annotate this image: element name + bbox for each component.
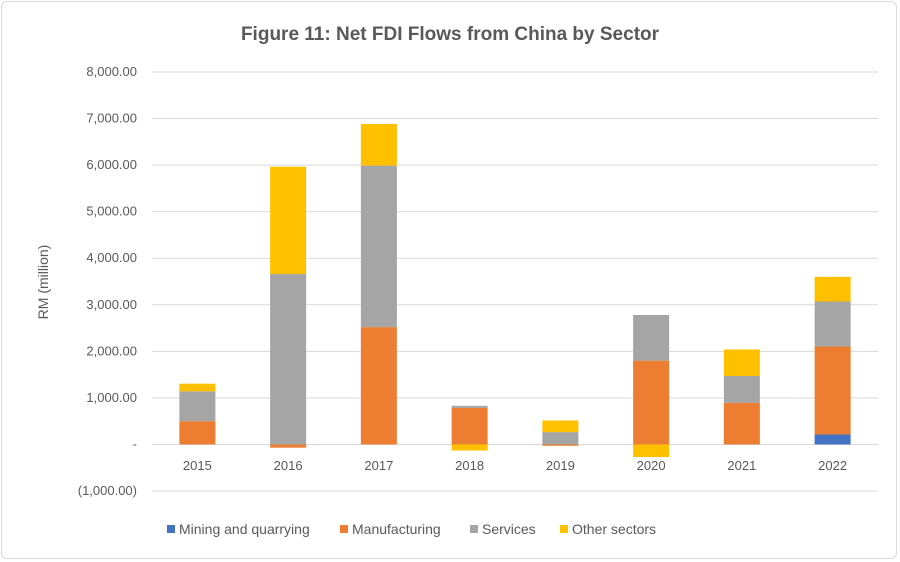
y-tick-label: 7,000.00 — [86, 111, 137, 126]
bar-other-sectors-2018 — [451, 444, 488, 451]
bar-services-2015 — [179, 391, 216, 422]
legend-label: Manufacturing — [352, 521, 441, 537]
x-tick-label: 2016 — [274, 458, 303, 473]
bar-other-sectors-2022 — [814, 276, 851, 302]
legend-swatch — [340, 525, 348, 533]
bar-mining-and-quarrying-2022 — [814, 434, 851, 445]
bar-services-2019 — [542, 432, 579, 445]
bar-manufacturing-2022 — [814, 346, 851, 435]
x-tick-label: 2019 — [546, 458, 575, 473]
x-tick-label: 2022 — [818, 458, 847, 473]
bar-services-2017 — [360, 165, 397, 328]
bar-manufacturing-2021 — [723, 402, 760, 445]
bar-manufacturing-2018 — [451, 407, 488, 445]
bar-services-2016 — [270, 274, 307, 445]
y-tick-label: 2,000.00 — [86, 343, 137, 358]
bar-other-sectors-2017 — [360, 123, 397, 166]
y-axis-label: RM (million) — [35, 245, 51, 320]
x-tick-label: 2018 — [455, 458, 484, 473]
bar-manufacturing-2017 — [360, 327, 397, 445]
y-tick-label: (1,000.00) — [78, 483, 137, 498]
bar-manufacturing-2019 — [542, 444, 579, 446]
legend-swatch — [470, 525, 478, 533]
bar-manufacturing-2015 — [179, 421, 216, 445]
x-tick-label: 2017 — [364, 458, 393, 473]
legend-label: Other sectors — [572, 521, 656, 537]
bar-other-sectors-2019 — [542, 420, 579, 433]
bar-services-2018 — [451, 405, 488, 408]
legend-label: Mining and quarrying — [179, 521, 310, 537]
bar-services-2022 — [814, 301, 851, 347]
bar-other-sectors-2021 — [723, 349, 760, 377]
x-tick-label: 2015 — [183, 458, 212, 473]
legend-swatch — [560, 525, 568, 533]
y-tick-label: - — [133, 436, 137, 451]
y-tick-label: 3,000.00 — [86, 297, 137, 312]
chart-title: Figure 11: Net FDI Flows from China by S… — [241, 24, 660, 45]
bar-other-sectors-2020 — [633, 444, 670, 458]
x-tick-label: 2021 — [727, 458, 756, 473]
y-tick-label: 4,000.00 — [86, 250, 137, 265]
bar-services-2020 — [633, 315, 670, 361]
y-tick-label: 1,000.00 — [86, 390, 137, 405]
bar-other-sectors-2015 — [179, 383, 216, 392]
x-tick-label: 2020 — [637, 458, 666, 473]
bar-other-sectors-2016 — [270, 166, 307, 275]
bar-manufacturing-2020 — [633, 360, 670, 445]
y-tick-label: 6,000.00 — [86, 157, 137, 172]
bar-manufacturing-2016 — [270, 444, 307, 448]
legend-swatch — [167, 525, 175, 533]
bar-services-2021 — [723, 376, 760, 403]
legend-label: Services — [482, 521, 536, 537]
y-tick-label: 5,000.00 — [86, 204, 137, 219]
y-tick-label: 8,000.00 — [86, 64, 137, 79]
